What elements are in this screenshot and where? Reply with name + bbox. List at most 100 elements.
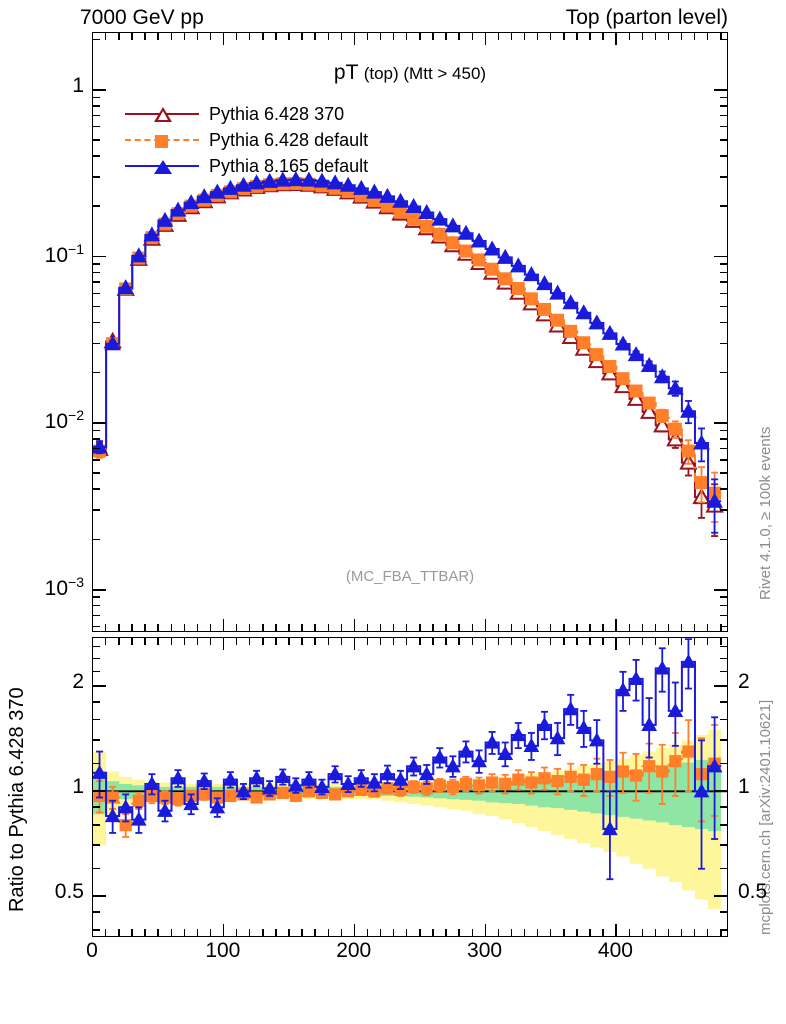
axis-tick — [720, 739, 728, 741]
axis-tick — [602, 929, 604, 937]
axis-tick — [536, 624, 539, 632]
legend-item-3[interactable]: Pythia 8.165 default — [125, 153, 368, 179]
legend-item-2[interactable]: Pythia 6.428 default — [125, 127, 368, 153]
axis-tick — [209, 929, 212, 937]
axis-tick — [92, 596, 100, 598]
axis-tick — [235, 624, 238, 632]
axis-tick — [714, 588, 728, 591]
axis-tick — [92, 538, 100, 540]
axis-tick — [92, 701, 100, 703]
axis-tick — [340, 637, 343, 645]
axis-tick — [92, 438, 100, 440]
triangle-filled-icon — [154, 160, 172, 174]
axis-tick — [209, 624, 212, 632]
axis-tick — [92, 32, 94, 45]
ratio-y-tick-label-left: 0.5 — [54, 880, 84, 904]
axis-tick — [131, 624, 133, 632]
ratio-y-tick-label-left: 2 — [72, 670, 84, 694]
axis-tick — [92, 155, 100, 157]
axis-tick — [92, 255, 106, 258]
axis-tick — [707, 624, 709, 632]
axis-tick — [157, 32, 159, 40]
axis-tick — [92, 105, 100, 107]
axis-tick — [275, 624, 277, 632]
axis-tick — [379, 929, 382, 937]
axis-tick — [327, 637, 329, 645]
axis-tick — [196, 637, 199, 645]
axis-tick — [615, 32, 617, 45]
axis-tick — [432, 32, 434, 40]
axis-tick — [340, 32, 343, 40]
axis-tick — [720, 509, 728, 511]
axis-tick — [720, 604, 728, 607]
axis-tick — [105, 624, 107, 632]
axis-tick — [144, 32, 146, 40]
ratio-y-axis-label: Ratio to Pythia 6.428 370 — [6, 687, 28, 912]
legend-label: Pythia 6.428 default — [209, 129, 369, 150]
axis-tick — [209, 32, 212, 40]
axis-tick — [366, 637, 369, 645]
axis-tick — [523, 637, 526, 645]
axis-tick — [92, 38, 100, 41]
axis-tick — [92, 509, 100, 511]
axis-tick — [92, 292, 100, 294]
axis-tick — [680, 929, 683, 937]
axis-tick — [720, 459, 728, 461]
axis-tick — [589, 637, 591, 645]
axis-tick — [615, 637, 617, 650]
axis-tick — [92, 739, 100, 741]
main-histogram-panel: pT (top) (Mtt > 450) (MC_FBA_TTBAR) Pyth… — [92, 32, 728, 632]
axis-tick — [288, 32, 290, 40]
axis-tick — [714, 89, 728, 91]
axis-tick — [131, 32, 133, 40]
legend-item-1[interactable]: Pythia 6.428 370 — [125, 101, 368, 127]
axis-tick — [602, 32, 604, 40]
axis-tick — [550, 624, 552, 632]
axis-tick — [235, 929, 238, 937]
main-plot-canvas — [93, 171, 724, 537]
triangle-open-inner — [158, 111, 168, 120]
axis-tick — [275, 32, 277, 40]
axis-tick — [720, 305, 728, 308]
axis-tick — [92, 790, 100, 792]
axis-tick — [92, 719, 100, 721]
axis-tick — [667, 32, 670, 40]
axis-tick — [288, 929, 290, 937]
axis-tick — [92, 114, 100, 117]
axis-tick — [222, 637, 225, 650]
axis-tick — [235, 637, 238, 645]
axis-tick — [445, 637, 447, 645]
ratio-y-tick-label-right: 1 — [738, 775, 750, 799]
axis-tick — [484, 637, 486, 650]
axis-tick — [576, 32, 578, 40]
axis-tick — [536, 32, 539, 40]
axis-tick — [92, 139, 100, 141]
axis-tick — [353, 619, 356, 632]
axis-tick — [720, 538, 728, 540]
axis-tick — [563, 929, 565, 937]
axis-tick — [720, 429, 728, 432]
axis-tick — [366, 32, 369, 40]
axis-tick — [550, 32, 552, 40]
legend-marker-triangle-filled — [125, 154, 199, 178]
main-y-tick-label: 1 — [72, 74, 84, 98]
axis-tick — [92, 429, 100, 432]
legend-marker-square-filled — [125, 128, 199, 152]
ratio-y-tick-label-right: 0.5 — [738, 880, 768, 904]
axis-tick — [497, 32, 500, 40]
axis-tick — [707, 32, 709, 40]
axis-tick — [720, 372, 728, 374]
axis-tick — [92, 657, 100, 660]
axis-tick — [92, 685, 100, 687]
plot-title: pT (top) (Mtt > 450) — [93, 61, 727, 85]
axis-tick — [144, 929, 146, 937]
axis-tick — [301, 624, 303, 632]
axis-tick — [262, 32, 264, 40]
ratio-y-tick-label-left: 1 — [72, 775, 84, 799]
axis-tick — [301, 32, 303, 40]
axis-tick — [576, 624, 578, 632]
axis-tick — [471, 624, 473, 632]
axis-tick — [183, 929, 185, 937]
axis-tick — [275, 637, 277, 645]
